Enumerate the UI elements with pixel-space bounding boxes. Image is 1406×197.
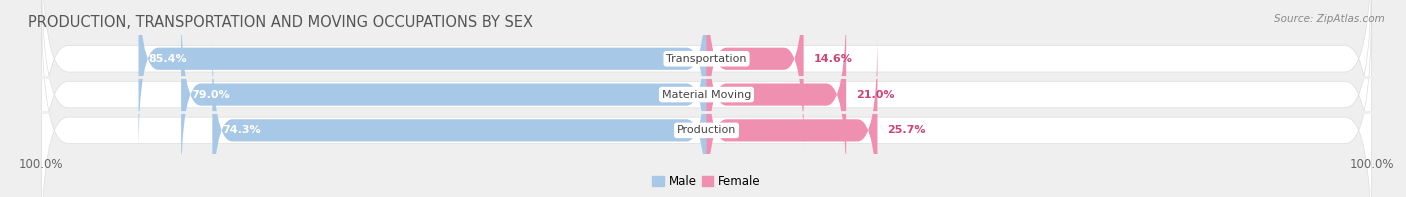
FancyBboxPatch shape xyxy=(707,34,877,197)
Text: Material Moving: Material Moving xyxy=(662,90,751,99)
Text: Transportation: Transportation xyxy=(666,54,747,64)
Text: Production: Production xyxy=(676,125,737,135)
Text: 85.4%: 85.4% xyxy=(149,54,187,64)
Text: 14.6%: 14.6% xyxy=(814,54,852,64)
FancyBboxPatch shape xyxy=(212,34,707,197)
FancyBboxPatch shape xyxy=(707,0,804,155)
FancyBboxPatch shape xyxy=(41,0,1372,197)
Legend: Male, Female: Male, Female xyxy=(648,170,765,193)
Text: 21.0%: 21.0% xyxy=(856,90,894,99)
Text: 74.3%: 74.3% xyxy=(222,125,262,135)
FancyBboxPatch shape xyxy=(41,0,1372,197)
Text: Source: ZipAtlas.com: Source: ZipAtlas.com xyxy=(1274,14,1385,24)
FancyBboxPatch shape xyxy=(139,0,707,155)
Text: 79.0%: 79.0% xyxy=(191,90,229,99)
Text: PRODUCTION, TRANSPORTATION AND MOVING OCCUPATIONS BY SEX: PRODUCTION, TRANSPORTATION AND MOVING OC… xyxy=(28,15,533,30)
FancyBboxPatch shape xyxy=(707,0,846,191)
Text: 25.7%: 25.7% xyxy=(887,125,927,135)
FancyBboxPatch shape xyxy=(41,0,1372,189)
FancyBboxPatch shape xyxy=(181,0,707,191)
